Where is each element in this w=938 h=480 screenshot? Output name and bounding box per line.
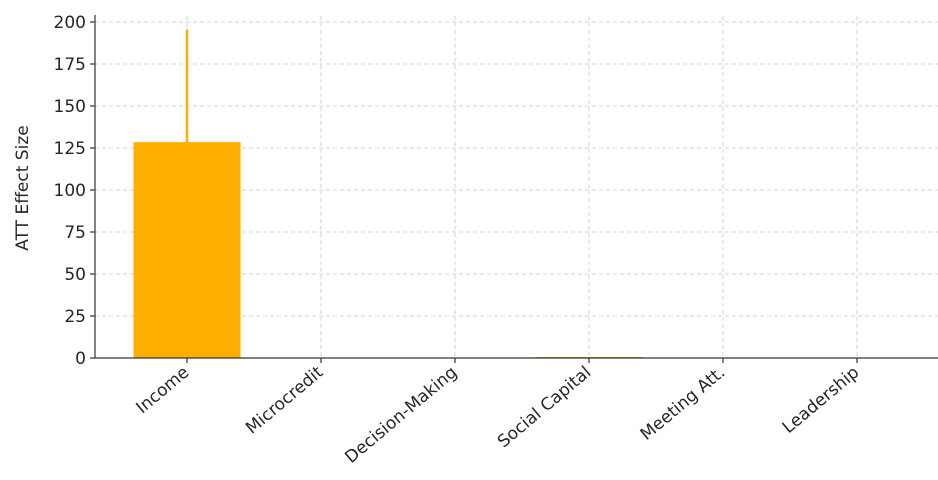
- x-tick-label: Microcredit: [242, 362, 327, 438]
- bars: [133, 29, 911, 359]
- x-tick-label: Leadership: [779, 363, 863, 438]
- y-tick-label: 50: [64, 265, 86, 285]
- y-tick-label: 125: [54, 139, 86, 159]
- y-tick-label: 175: [54, 55, 86, 75]
- y-tick-label: 200: [54, 13, 86, 33]
- y-tick-label: 150: [54, 97, 86, 117]
- x-tick-label: Income: [132, 363, 193, 419]
- x-tick-labels: Income Microcredit Decision-Making Social C…: [132, 358, 863, 468]
- x-tick-label: Social Capital: [494, 363, 595, 453]
- x-tick-label: Decision-Making: [341, 363, 461, 468]
- y-tick-label: 25: [64, 307, 86, 327]
- y-tick-label: 75: [64, 223, 86, 243]
- x-tick-label: Meeting Att.: [637, 363, 730, 445]
- y-tick-label: 100: [54, 181, 86, 201]
- axes: [94, 15, 938, 359]
- y-tick-labels: 0 25 50 75 100 125 150 175 200: [54, 13, 95, 369]
- bar-income: [133, 142, 241, 358]
- y-axis-title: ATT Effect Size: [13, 125, 33, 250]
- y-tick-label: 0: [75, 349, 86, 369]
